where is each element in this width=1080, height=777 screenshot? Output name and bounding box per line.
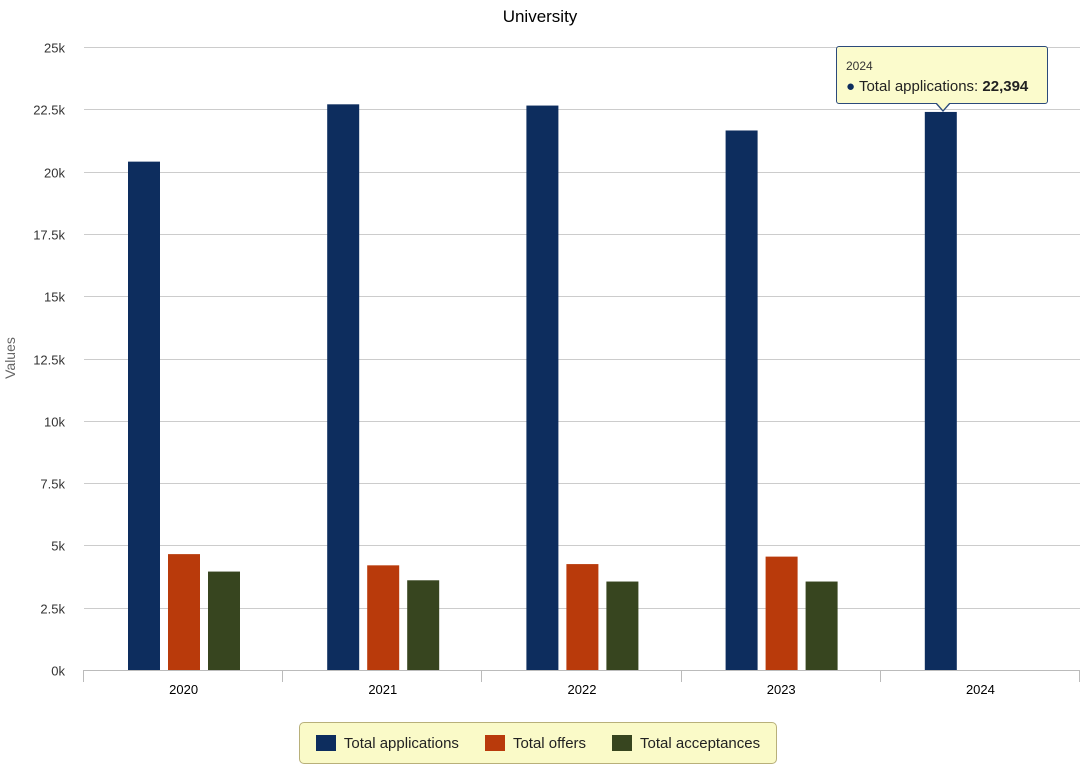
tooltip-pointer-fill [936, 102, 950, 110]
tooltip-header: 2024 [846, 59, 873, 73]
bar-total-applications[interactable] [327, 104, 360, 671]
legend-label-acceptances: Total acceptances [640, 734, 761, 752]
legend-item-acceptances[interactable]: Total acceptances [612, 735, 760, 752]
legend: Total applications Total offers Total ac… [299, 722, 777, 764]
legend-swatch-acceptances [612, 735, 633, 751]
tooltip-bullet: ● [846, 78, 856, 95]
bar-total-applications[interactable] [725, 130, 758, 670]
bar-total-acceptances[interactable] [805, 581, 838, 670]
y-tick-label: 15k [44, 290, 65, 305]
legend-item-applications[interactable]: Total applications [315, 734, 459, 752]
y-axis-label: Values [2, 337, 18, 379]
bar-total-offers[interactable] [566, 564, 599, 670]
x-tick-label: 2024 [966, 682, 995, 697]
bars [128, 104, 957, 671]
y-tick-label: 22.5k [33, 103, 65, 118]
legend-label-offers: Total offers [512, 734, 587, 752]
y-tick-label: 17.5k [33, 228, 65, 243]
y-axis-ticks: 0k 2.5k 5k 7.5k 10k 12.5k 15k 17.5k 20k 22.5k 25k [33, 41, 65, 679]
bar-total-offers[interactable] [367, 565, 400, 670]
bar-total-acceptances[interactable] [208, 571, 240, 670]
bar-total-offers[interactable] [168, 554, 200, 670]
bar-total-applications[interactable] [128, 161, 160, 670]
chart-title: University [503, 7, 578, 26]
legend-item-offers[interactable]: Total offers [484, 734, 587, 752]
x-tick-label: 2020 [169, 682, 198, 697]
x-tick-label: 2023 [767, 682, 796, 697]
x-axis: 2020 2021 2022 2023 2024 [83, 670, 1080, 697]
bar-total-applications[interactable] [526, 105, 559, 670]
tooltip-series-label: Total applications: [858, 78, 979, 95]
bar-total-acceptances[interactable] [407, 580, 440, 670]
tooltip: 2024 ● Total applications: 22,394 [836, 46, 1048, 104]
legend-label-applications: Total applications [343, 734, 459, 752]
x-tick-label: 2022 [568, 682, 597, 697]
legend-swatch-offers [484, 735, 505, 751]
y-tick-label: 0k [51, 664, 65, 679]
legend-swatch-applications [315, 735, 336, 751]
bar-total-applications[interactable] [924, 111, 957, 670]
y-tick-label: 20k [44, 166, 65, 181]
x-tick-label: 2021 [368, 682, 397, 697]
tooltip-value: 22,394 [982, 78, 1029, 95]
y-tick-label: 2.5k [40, 602, 65, 617]
y-tick-label: 5k [51, 539, 65, 554]
y-tick-label: 7.5k [40, 477, 65, 492]
bar-total-acceptances[interactable] [606, 581, 639, 670]
y-tick-label: 25k [44, 41, 65, 56]
y-tick-label: 10k [44, 415, 65, 430]
tooltip-series: ● Total applications: 22,394 [846, 78, 1047, 95]
y-tick-label: 12.5k [33, 353, 65, 368]
bar-total-offers[interactable] [765, 556, 798, 670]
